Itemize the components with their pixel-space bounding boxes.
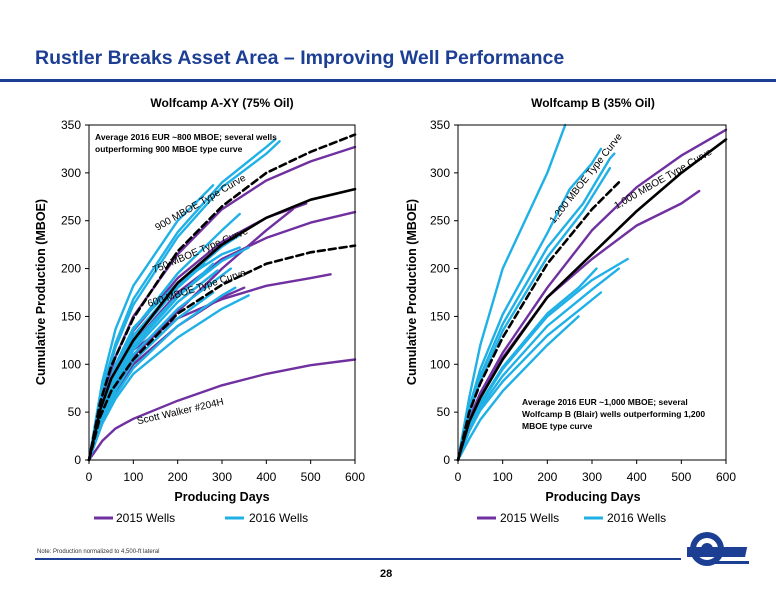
y-tick-label: 0 (74, 453, 81, 467)
x-tick-label: 200 (537, 470, 557, 484)
legend-label: 2016 Wells (249, 511, 308, 525)
chart-wolfcamp-b: Wolfcamp B (35% Oil) 0 100 200 300 400 500 600… (405, 96, 736, 525)
y-tick-label: 200 (61, 262, 81, 276)
annotation-line: MBOE type curve (522, 421, 593, 431)
title-divider (0, 79, 776, 82)
x-axis-label: Producing Days (174, 490, 269, 504)
x-tick-label: 600 (345, 470, 365, 484)
plot-frame (88, 124, 356, 461)
y-tick-label: 0 (443, 453, 450, 467)
plot-lines (87, 133, 357, 462)
annotation-line: Average 2016 EUR ~800 MBOE; several well… (95, 132, 277, 142)
chart-title: Wolfcamp B (35% Oil) (531, 96, 655, 110)
matador-logo (687, 532, 749, 566)
y-tick-label: 200 (430, 262, 450, 276)
x-tick-label: 300 (212, 470, 232, 484)
annotation-line: Average 2016 EUR ~1,000 MBOE; several (522, 397, 688, 407)
x-tick-label: 0 (455, 470, 462, 484)
page-number: 28 (380, 568, 393, 580)
legend-label: 2016 Wells (607, 511, 666, 525)
annotation-text: Average 2016 EUR ~800 MBOE; several well… (95, 132, 277, 154)
y-axis-label: Cumulative Production (MBOE) (405, 199, 419, 385)
x-tick-label: 400 (627, 470, 647, 484)
y-ticks: 0 50 100 150 200 250 300 350 (430, 118, 458, 467)
well-line-2016-4 (456, 123, 567, 462)
well-line-2016-5 (456, 147, 603, 462)
legend: 2015 Wells 2016 Wells (477, 511, 666, 525)
y-tick-label: 350 (61, 118, 81, 132)
y-tick-label: 150 (430, 309, 450, 323)
well-line-2016-22 (87, 294, 250, 462)
y-tick-label: 100 (61, 357, 81, 371)
type-curve-line-1 (87, 187, 357, 462)
x-tick-label: 100 (493, 470, 513, 484)
y-axis-label: Cumulative Production (MBOE) (34, 199, 48, 385)
well-line-2016-12 (456, 315, 580, 462)
y-tick-label: 100 (430, 357, 450, 371)
y-tick-label: 250 (430, 214, 450, 228)
legend-label: 2015 Wells (116, 511, 175, 525)
chart-title: Wolfcamp A-XY (75% Oil) (150, 96, 293, 110)
y-tick-label: 50 (437, 405, 451, 419)
chart-wolfcamp-a-xy: Wolfcamp A-XY (75% Oil) 0 100 200 300 400 500… (34, 96, 365, 525)
well-line-2015-3 (87, 358, 357, 462)
curve-label: 900 MBOE Type Curve (153, 172, 248, 233)
y-tick-label: 350 (430, 118, 450, 132)
x-tick-label: 500 (301, 470, 321, 484)
x-tick-label: 0 (86, 470, 93, 484)
x-ticks: 0 100 200 300 400 500 600 (86, 460, 365, 484)
footnote: Note: Production normalized to 4,500-ft … (37, 549, 160, 555)
x-tick-label: 100 (123, 470, 143, 484)
y-tick-label: 300 (61, 166, 81, 180)
curve-label: 1,200 MBOE Type Curve (548, 131, 625, 226)
y-ticks: 0 50 100 150 200 250 300 350 (61, 118, 89, 467)
type-curve-line-1 (456, 138, 728, 462)
legend: 2015 Wells 2016 Wells (94, 511, 308, 525)
x-tick-label: 300 (582, 470, 602, 484)
type-curve-line-0 (87, 133, 357, 462)
y-tick-label: 300 (430, 166, 450, 180)
well-line-2016-12 (87, 138, 277, 462)
annotation-line: Wolfcamp B (Blair) wells outperforming 1… (522, 409, 705, 419)
y-tick-label: 150 (61, 309, 81, 323)
plot-lines (456, 123, 728, 462)
x-tick-label: 200 (168, 470, 188, 484)
legend-label: 2015 Wells (500, 511, 559, 525)
x-tick-label: 600 (716, 470, 736, 484)
y-tick-label: 250 (61, 214, 81, 228)
well-line-2016-11 (456, 291, 603, 462)
well-line-2015-3 (456, 189, 701, 462)
x-axis-label: Producing Days (545, 490, 640, 504)
slide-title: Rustler Breaks Asset Area – Improving We… (35, 47, 565, 69)
footer-divider (35, 558, 681, 560)
x-tick-label: 500 (671, 470, 691, 484)
annotation-text: Average 2016 EUR ~1,000 MBOE; several Wol… (522, 397, 705, 431)
curve-label: 1,000 MBOE Type Curve (612, 147, 714, 212)
y-tick-label: 50 (68, 405, 82, 419)
type-curve-line-0 (456, 181, 621, 462)
x-tick-label: 400 (256, 470, 276, 484)
x-ticks: 0 100 200 300 400 500 600 (455, 460, 736, 484)
annotation-line: outperforming 900 MBOE type curve (95, 144, 243, 154)
type-curve-line-2 (87, 244, 357, 462)
well-line-2015-2 (456, 128, 728, 462)
